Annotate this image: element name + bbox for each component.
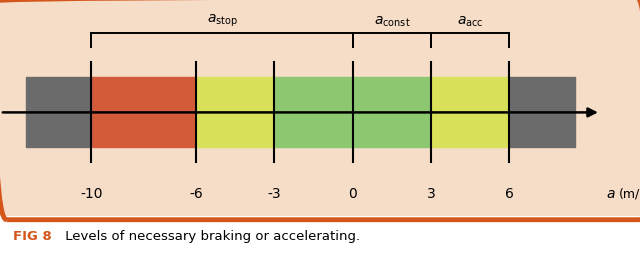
Text: 6: 6 <box>505 187 514 201</box>
Text: FIG 8: FIG 8 <box>13 230 52 243</box>
Text: -3: -3 <box>268 187 281 201</box>
Text: -6: -6 <box>189 187 203 201</box>
Text: $a$: $a$ <box>606 187 616 201</box>
Text: $a_{\mathrm{const}}$: $a_{\mathrm{const}}$ <box>374 15 410 29</box>
Text: $a_{\mathrm{stop}}$: $a_{\mathrm{stop}}$ <box>207 13 237 29</box>
Text: -10: -10 <box>80 187 102 201</box>
Text: $a_{\mathrm{acc}}$: $a_{\mathrm{acc}}$ <box>457 15 483 29</box>
Text: 3: 3 <box>427 187 435 201</box>
Text: (m/s²): (m/s²) <box>619 187 640 200</box>
Text: 0: 0 <box>348 187 357 201</box>
Text: Levels of necessary braking or accelerating.: Levels of necessary braking or accelerat… <box>61 230 360 243</box>
